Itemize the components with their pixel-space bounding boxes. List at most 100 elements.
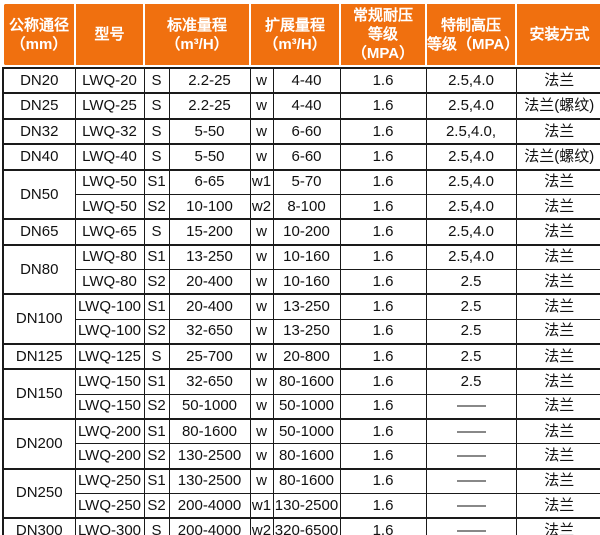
- cell-std-range: 32-650: [168, 318, 251, 345]
- cell-ext-code: w1: [249, 492, 274, 519]
- cell-model: LWQ-40: [74, 143, 145, 171]
- table-row: LWQ-250 S2 200-4000 w1 130-2500 1.6 —— 法…: [3, 492, 600, 519]
- cell-pressure: 1.6: [339, 168, 427, 196]
- cell-std-code: S2: [143, 269, 170, 295]
- cell-install: 法兰: [515, 293, 600, 320]
- cell-std-range: 2.2-25: [168, 66, 251, 94]
- cell-high-pressure: 2.5,4.0: [425, 218, 517, 246]
- cell-ext-code: w: [249, 66, 274, 94]
- cell-model: LWQ-150: [74, 393, 145, 420]
- spec-table-body: DN20 LWQ-20 S 2.2-25 w 4-40 1.6 2.5,4.0 …: [2, 66, 600, 535]
- cell-ext-range: 320-6500: [272, 517, 341, 535]
- cell-dn: DN125: [2, 342, 76, 370]
- cell-install: 法兰: [515, 368, 600, 395]
- cell-ext-code: w: [249, 92, 274, 120]
- cell-model: LWQ-200: [74, 443, 145, 470]
- cell-high-pressure: 2.5,4.0: [425, 92, 517, 120]
- cell-std-range: 15-200: [168, 218, 251, 246]
- cell-high-pressure: 2.5,4.0: [425, 168, 517, 196]
- table-row: DN65 LWQ-65 S 15-200 w 10-200 1.6 2.5,4.…: [2, 218, 600, 246]
- cell-ext-code: w: [249, 218, 274, 246]
- cell-install: 法兰: [515, 418, 600, 445]
- header-line: 扩展量程: [264, 16, 325, 34]
- cell-high-pressure: 2.5: [425, 293, 517, 320]
- cell-model: LWQ-125: [74, 342, 145, 370]
- cell-pressure: 1.6: [339, 467, 427, 494]
- cell-dn: DN20: [2, 66, 76, 94]
- cell-pressure: 1.6: [339, 269, 427, 295]
- cell-ext-range: 20-800: [272, 342, 341, 370]
- cell-ext-range: 10-200: [272, 218, 341, 246]
- cell-ext-code: w: [249, 342, 274, 370]
- cell-ext-code: w: [249, 443, 274, 470]
- cell-install: 法兰: [515, 168, 600, 196]
- cell-install: 法兰: [515, 218, 600, 246]
- table-row: LWQ-150 S2 50-1000 w 50-1000 1.6 —— 法兰: [3, 393, 600, 420]
- table-row: DN250 LWQ-250 S1 130-2500 w 80-1600 1.6 …: [2, 467, 600, 519]
- header-line: 常规耐压: [352, 7, 413, 24]
- cell-std-code: S2: [143, 194, 170, 220]
- cell-model: LWQ-80: [74, 269, 145, 295]
- cell-dn: DN40: [2, 143, 76, 171]
- header-line: 公称通径: [8, 16, 69, 34]
- cell-install: 法兰: [515, 318, 600, 345]
- cell-dn: DN150: [2, 368, 76, 420]
- cell-pressure: 1.6: [339, 342, 427, 370]
- cell-model: LWQ-100: [74, 318, 145, 345]
- table-row: DN300 LWQ-300 S 200-4000 w2 320-6500 1.6…: [2, 517, 600, 535]
- cell-ext-code: w: [249, 117, 274, 145]
- cell-high-pressure: 2.5: [425, 318, 517, 345]
- cell-ext-code: w: [249, 368, 274, 395]
- cell-std-range: 13-250: [168, 243, 251, 271]
- cell-install: 法兰: [515, 467, 600, 494]
- cell-std-code: S1: [143, 368, 170, 395]
- cell-high-pressure: 2.5,4.0: [425, 66, 517, 94]
- cell-ext-range: 8-100: [272, 194, 341, 220]
- cell-ext-range: 10-160: [272, 269, 341, 295]
- cell-ext-code: w: [249, 318, 274, 345]
- cell-install: 法兰: [515, 66, 600, 94]
- cell-install: 法兰: [515, 269, 600, 295]
- cell-std-range: 25-700: [168, 342, 251, 370]
- cell-dn: DN65: [2, 218, 76, 246]
- cell-high-pressure: 2.5,4.0: [425, 143, 517, 171]
- header-installation: 安装方式: [515, 2, 600, 67]
- cell-install: 法兰: [515, 492, 600, 519]
- cell-ext-code: w: [249, 393, 274, 420]
- cell-install: 法兰: [515, 342, 600, 370]
- cell-high-pressure: 2.5: [425, 368, 517, 395]
- cell-pressure: 1.6: [339, 143, 427, 171]
- cell-high-pressure: ——: [425, 492, 517, 519]
- cell-ext-range: 50-1000: [272, 418, 341, 445]
- table-row: DN100 LWQ-100 S1 20-400 w 13-250 1.6 2.5…: [2, 293, 600, 345]
- header-line: （mm）: [10, 35, 68, 53]
- cell-std-range: 50-1000: [168, 393, 251, 420]
- table-row: DN150 LWQ-150 S1 32-650 w 80-1600 1.6 2.…: [2, 368, 600, 420]
- cell-std-code: S1: [143, 243, 170, 271]
- cell-pressure: 1.6: [339, 368, 427, 395]
- cell-high-pressure: 2.5,4.0: [425, 194, 517, 220]
- header-line: 等级（MPA）: [427, 35, 516, 53]
- header-line: 安装方式: [529, 26, 590, 43]
- cell-high-pressure: 2.5: [425, 342, 517, 370]
- table-row: DN32 LWQ-32 S 5-50 w 6-60 1.6 2.5,4.0, 法…: [2, 117, 600, 145]
- cell-ext-code: w: [249, 243, 274, 271]
- cell-model: LWQ-65: [74, 218, 145, 246]
- cell-std-range: 5-50: [168, 117, 251, 145]
- cell-high-pressure: ——: [425, 443, 517, 470]
- cell-ext-code: w2: [249, 194, 274, 220]
- header-standard-pressure: 常规耐压 等级（MPA）: [339, 2, 427, 67]
- cell-model: LWQ-200: [74, 418, 145, 445]
- cell-ext-range: 6-60: [272, 143, 341, 171]
- cell-std-code: S: [143, 66, 170, 94]
- cell-high-pressure: 2.5,4.0: [425, 243, 517, 271]
- cell-ext-range: 80-1600: [272, 467, 341, 494]
- cell-high-pressure: ——: [425, 418, 517, 445]
- cell-std-range: 130-2500: [168, 443, 251, 470]
- cell-high-pressure: 2.5: [425, 269, 517, 295]
- cell-std-range: 2.2-25: [168, 92, 251, 120]
- header-high-pressure: 特制高压 等级（MPA）: [425, 2, 517, 67]
- cell-model: LWQ-250: [74, 492, 145, 519]
- header-line: 型号: [94, 26, 125, 43]
